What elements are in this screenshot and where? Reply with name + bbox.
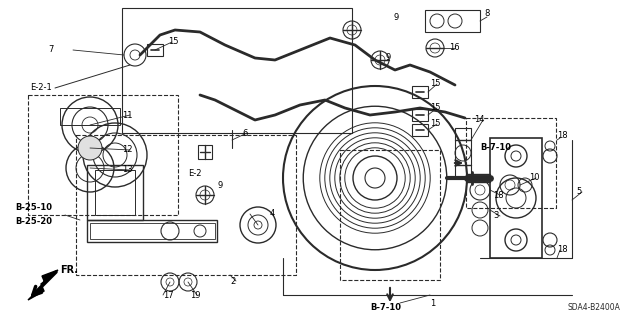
Text: B-25-20: B-25-20 <box>15 218 52 226</box>
Bar <box>455 128 471 178</box>
Text: 15: 15 <box>430 79 440 88</box>
Text: 9: 9 <box>393 13 398 23</box>
Circle shape <box>78 136 102 160</box>
Bar <box>87 165 143 220</box>
Text: 11: 11 <box>122 110 132 120</box>
Bar <box>198 145 212 159</box>
Text: 15: 15 <box>430 103 440 113</box>
Text: 18: 18 <box>557 246 568 255</box>
Text: E-2: E-2 <box>188 168 202 177</box>
Text: 3: 3 <box>493 211 499 220</box>
Text: B-25-10: B-25-10 <box>15 204 52 212</box>
Bar <box>28 95 178 215</box>
Text: 15: 15 <box>168 38 179 47</box>
Bar <box>76 135 296 275</box>
Text: B-7-10: B-7-10 <box>370 303 401 313</box>
Text: 19: 19 <box>190 291 200 300</box>
Bar <box>147 44 163 56</box>
Text: FR.: FR. <box>60 265 78 275</box>
Bar <box>412 124 428 136</box>
Text: E-2-1: E-2-1 <box>30 84 52 93</box>
Polygon shape <box>28 270 58 300</box>
Bar <box>340 150 440 280</box>
Bar <box>90 223 215 239</box>
Text: 18: 18 <box>557 130 568 139</box>
Text: 9: 9 <box>217 181 222 189</box>
Bar <box>490 138 542 258</box>
Text: 10: 10 <box>529 174 540 182</box>
Text: 13: 13 <box>122 166 132 174</box>
Text: 14: 14 <box>474 115 484 124</box>
Text: B-7-10: B-7-10 <box>480 144 511 152</box>
Text: 9: 9 <box>385 54 390 63</box>
Text: 5: 5 <box>576 188 581 197</box>
Text: 6: 6 <box>242 129 248 137</box>
Text: 12: 12 <box>122 145 132 154</box>
Bar <box>412 109 428 121</box>
Bar <box>466 118 556 208</box>
Bar <box>95 170 135 215</box>
Bar <box>87 220 217 242</box>
Text: 17: 17 <box>163 291 173 300</box>
Text: 15: 15 <box>430 120 440 129</box>
Text: 7: 7 <box>48 46 53 55</box>
Text: 1: 1 <box>430 299 435 308</box>
Text: SDA4-B2400A: SDA4-B2400A <box>567 303 620 313</box>
Bar <box>60 108 120 125</box>
Bar <box>425 10 480 32</box>
Text: 2: 2 <box>230 277 236 286</box>
Text: 4: 4 <box>270 210 275 219</box>
Text: 18: 18 <box>493 190 504 199</box>
Text: 8: 8 <box>484 10 490 19</box>
Text: 16: 16 <box>449 43 460 53</box>
Bar <box>122 8 352 133</box>
Bar <box>412 86 428 98</box>
